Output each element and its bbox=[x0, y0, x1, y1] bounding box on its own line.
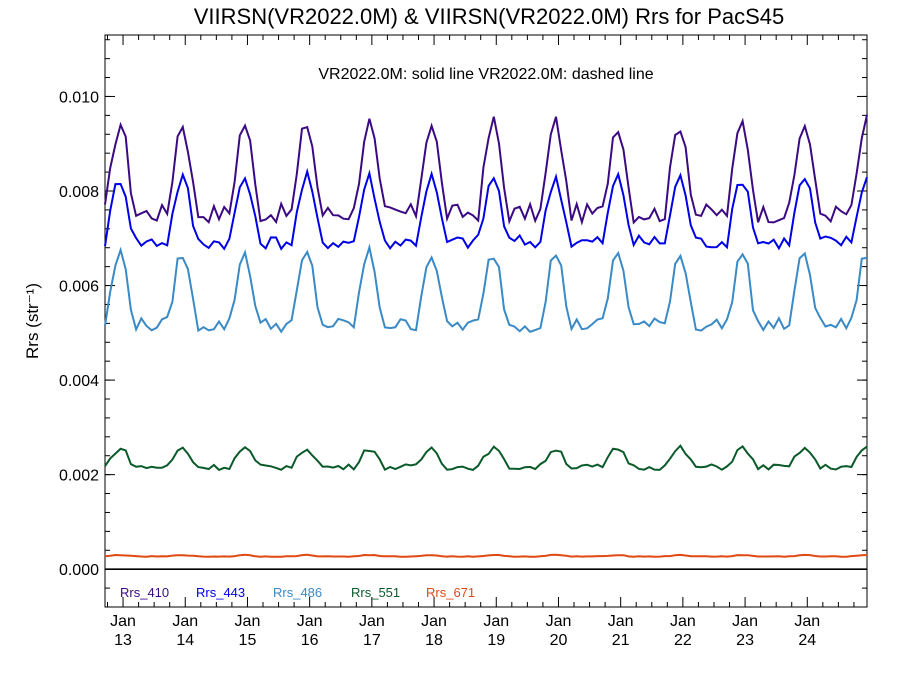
y-axis-ticks: 0.000 0.002 0.004 0.006 0.008 0.010 bbox=[59, 39, 867, 608]
legend-entry: Rrs_486 bbox=[273, 585, 322, 600]
x-tick-month: Jan bbox=[670, 613, 696, 630]
y-tick-label: 0.000 bbox=[59, 562, 99, 579]
y-tick-label: 0.004 bbox=[59, 373, 99, 390]
x-tick-month: Jan bbox=[608, 613, 634, 630]
x-tick-year: 18 bbox=[425, 632, 443, 649]
x-tick-year: 15 bbox=[239, 632, 257, 649]
y-tick-label: 0.002 bbox=[59, 468, 99, 485]
x-tick-month: Jan bbox=[110, 613, 136, 630]
y-tick-label: 0.010 bbox=[59, 89, 99, 106]
legend-entry: Rrs_551 bbox=[351, 585, 400, 600]
x-tick-year: 24 bbox=[798, 632, 816, 649]
legend-entry: Rrs_443 bbox=[196, 585, 245, 600]
legend: Rrs_410 Rrs_443 Rrs_486 Rrs_551 Rrs_671 bbox=[120, 585, 475, 600]
series-line-rrs-671 bbox=[104, 553, 868, 558]
x-tick-month: Jan bbox=[172, 613, 198, 630]
x-tick-month: Jan bbox=[483, 613, 509, 630]
x-tick-year: 20 bbox=[550, 632, 568, 649]
x-tick-month: Jan bbox=[235, 613, 261, 630]
x-tick-year: 17 bbox=[363, 632, 381, 649]
x-tick-month: Jan bbox=[421, 613, 447, 630]
x-tick-year: 16 bbox=[301, 632, 319, 649]
x-tick-year: 23 bbox=[736, 632, 754, 649]
y-tick-label: 0.008 bbox=[59, 184, 99, 201]
y-tick-label: 0.006 bbox=[59, 279, 99, 296]
x-tick-month: Jan bbox=[546, 613, 572, 630]
series-line-rrs-486 bbox=[104, 243, 868, 334]
x-tick-month: Jan bbox=[794, 613, 820, 630]
x-tick-year: 22 bbox=[674, 632, 692, 649]
x-tick-month: Jan bbox=[359, 613, 385, 630]
x-tick-year: 14 bbox=[176, 632, 194, 649]
legend-entry: Rrs_671 bbox=[426, 585, 475, 600]
chart-title: VIIRSN(VR2022.0M) & VIIRSN(VR2022.0M) Rr… bbox=[194, 4, 785, 29]
legend-entry: Rrs_410 bbox=[120, 585, 169, 600]
chart-subtitle: VR2022.0M: solid line VR2022.0M: dashed … bbox=[318, 66, 653, 83]
x-tick-year: 19 bbox=[487, 632, 505, 649]
series-line-rrs-551 bbox=[104, 444, 868, 472]
x-tick-month: Jan bbox=[297, 613, 323, 630]
x-tick-year: 13 bbox=[114, 632, 132, 649]
series-line-rrs-410 bbox=[104, 114, 868, 226]
x-tick-month: Jan bbox=[732, 613, 758, 630]
y-axis-label: Rrs (str⁻¹) bbox=[23, 283, 42, 359]
series-line-rrs-443 bbox=[104, 167, 868, 251]
series-lines bbox=[104, 114, 868, 558]
x-tick-year: 21 bbox=[612, 632, 630, 649]
x-axis-ticks: Jan 13 Jan 14 Jan 15 Jan 16 Jan 17 Jan 18 Jan 19 Jan 20… bbox=[106, 35, 855, 649]
